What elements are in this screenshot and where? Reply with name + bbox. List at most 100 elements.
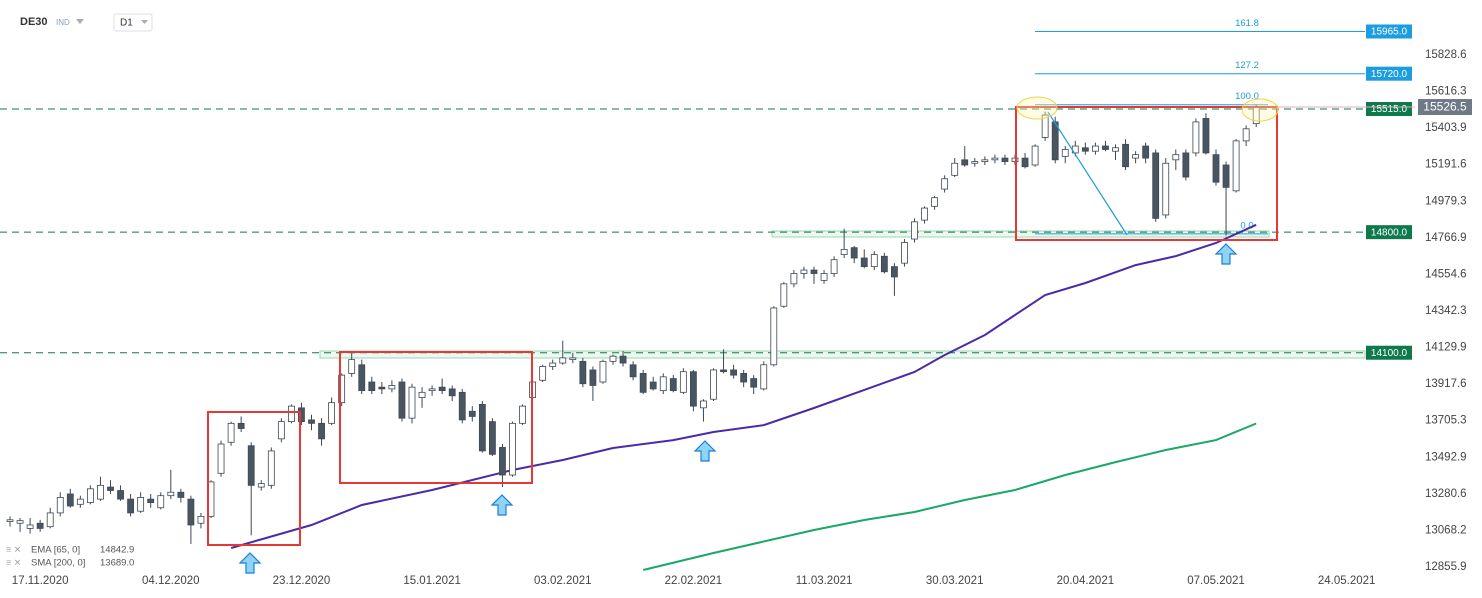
candle-body [509, 422, 516, 476]
fib-level: 127.2 [1235, 60, 1259, 71]
legend: EMA [65, 0] 14842.9 SMA [200, 0] 13689.0 [31, 545, 134, 569]
legend-value: 13689.0 [100, 558, 134, 569]
candle-body [237, 422, 245, 429]
candle-body [177, 491, 185, 498]
candle-body [891, 266, 898, 278]
interval-selector[interactable] [113, 13, 153, 32]
fib-level: 0.0 [1240, 220, 1253, 231]
y-tick-label: 13068.2 [1425, 524, 1467, 536]
symbol: DE30 [20, 16, 48, 28]
candle-body [880, 255, 888, 273]
candle-body [247, 445, 255, 486]
candle-body [257, 483, 265, 488]
x-tick-label: 11.03.2021 [796, 575, 853, 587]
candle-body [519, 405, 526, 424]
candle-body [860, 257, 868, 268]
fib-tag [1366, 24, 1412, 39]
x-tick-label: 24.05.2021 [1318, 575, 1376, 587]
x-tick-label: 23.12.2020 [273, 575, 331, 587]
candle-body [1232, 140, 1240, 192]
candle-body [850, 247, 858, 259]
level-tag [1366, 102, 1412, 117]
candle-body [659, 376, 667, 392]
support-zone [771, 230, 1270, 238]
candle-body [700, 400, 707, 409]
candle-body [287, 405, 295, 423]
candle-body [117, 490, 124, 500]
candle-body [740, 372, 748, 383]
candle-body [870, 254, 878, 268]
candle-body [619, 355, 627, 364]
legend-name: SMA [200, 0] [31, 558, 85, 569]
candle-body [308, 419, 315, 424]
candle-body [991, 157, 999, 161]
candle-body [468, 410, 476, 417]
candle-body [458, 391, 466, 421]
candle-body [398, 381, 406, 419]
trend-line [1047, 111, 1128, 236]
candle-body [56, 497, 64, 514]
range-box [1015, 106, 1278, 241]
indicator-line [230, 223, 1257, 549]
candle-body [217, 443, 225, 474]
candle-body [589, 369, 597, 386]
level-label: 14800.0 [1371, 227, 1408, 238]
candle-body [1182, 152, 1190, 178]
y-tick-label: 15191.6 [1425, 159, 1467, 171]
candle-body [1031, 145, 1039, 166]
arrows [238, 243, 1238, 574]
y-tick-label: 13492.9 [1425, 451, 1467, 463]
dropdown-arrow [141, 20, 148, 24]
candle-body [1021, 157, 1029, 168]
y-tick-label: 14979.3 [1425, 195, 1467, 207]
candle-body [428, 388, 436, 392]
up-arrow [490, 494, 514, 516]
candle-body [730, 369, 737, 376]
candle-body [579, 360, 587, 385]
candle-body [338, 374, 346, 404]
candle-body [298, 407, 305, 423]
interval: D1 [120, 18, 133, 29]
range-box [207, 411, 301, 546]
candle-body [1061, 149, 1069, 157]
y-tick-label: 14766.9 [1425, 232, 1467, 244]
candle-body [1242, 128, 1250, 142]
candle-body [448, 388, 456, 397]
legend-icon: ≡ ✕ [6, 544, 21, 554]
candle-body [790, 273, 798, 285]
candle-body [1102, 145, 1109, 150]
x-tick-label: 03.02.2021 [534, 575, 592, 587]
candle-body [1092, 145, 1099, 152]
candle-body [328, 402, 336, 424]
x-tick-label: 04.12.2020 [142, 575, 200, 587]
candle-body [147, 498, 155, 503]
candle-body [921, 207, 928, 221]
x-tick-label: 15.01.2021 [403, 575, 461, 587]
candle-body [167, 491, 175, 497]
candle-body [710, 369, 717, 400]
candle-body [1212, 154, 1220, 183]
highlight [1241, 98, 1279, 122]
candle-body [368, 381, 376, 392]
candle-body [961, 159, 969, 166]
legend-icon: ≡ ✕ [6, 557, 21, 567]
candle-body [911, 221, 918, 240]
candle-body [770, 307, 778, 366]
candle-body [750, 378, 758, 388]
candle-body [127, 498, 134, 514]
candle-body [1122, 143, 1129, 168]
candle-body [539, 366, 547, 381]
dropdown-arrow[interactable] [76, 19, 84, 24]
candle-body [800, 269, 808, 274]
candle-body [1041, 114, 1049, 138]
candle-body [1202, 118, 1210, 154]
candle-body [157, 495, 165, 509]
candle-body [941, 178, 949, 190]
candle-body [569, 357, 577, 361]
legend-value: 14842.9 [100, 545, 134, 556]
candle-body [36, 522, 44, 529]
market: IND [56, 18, 70, 27]
candle-body [690, 371, 697, 407]
annotations [207, 106, 1278, 546]
candle-body [76, 498, 84, 505]
